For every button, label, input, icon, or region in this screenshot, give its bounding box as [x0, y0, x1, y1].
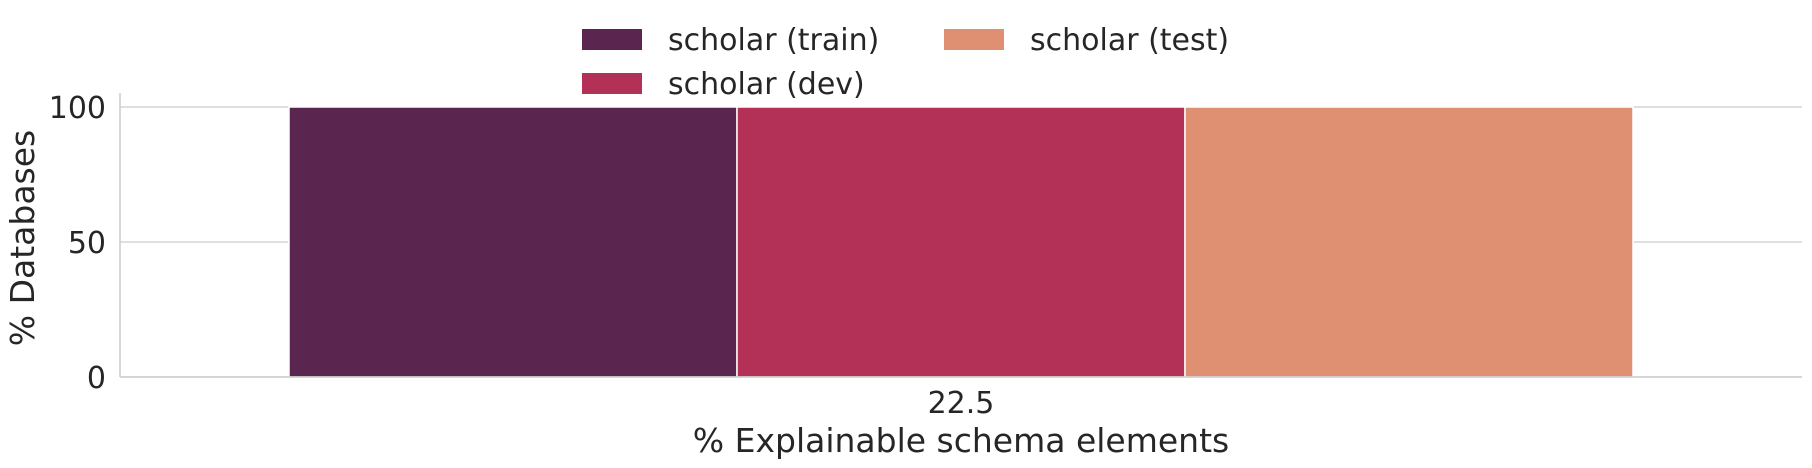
y-tick-label-50: 50 — [68, 226, 106, 261]
y-axis-label: % Databases — [3, 130, 42, 347]
legend-swatch-scholar-train — [582, 29, 642, 50]
bar-scholar-dev-0 — [736, 106, 1186, 378]
legend-label-scholar-train: scholar (train) — [668, 23, 879, 58]
bar-scholar-train-0 — [288, 106, 738, 378]
bar-scholar-test-0 — [1184, 106, 1634, 378]
legend-label-scholar-dev: scholar (dev) — [668, 67, 865, 102]
y-tick-label-100: 100 — [49, 91, 106, 126]
legend-swatch-scholar-test — [944, 29, 1004, 50]
legend: scholar (train) scholar (dev) scholar (tes… — [582, 23, 1229, 102]
axes — [119, 93, 1802, 378]
tick-labels: 0 50 100 22.5 — [49, 91, 995, 421]
legend-label-scholar-test: scholar (test) — [1030, 23, 1229, 58]
x-tick-label-0: 22.5 — [928, 386, 995, 421]
x-axis-label: % Explainable schema elements — [693, 421, 1229, 460]
legend-swatch-scholar-dev — [582, 73, 642, 94]
bars — [288, 106, 1634, 378]
y-tick-label-0: 0 — [87, 361, 106, 396]
